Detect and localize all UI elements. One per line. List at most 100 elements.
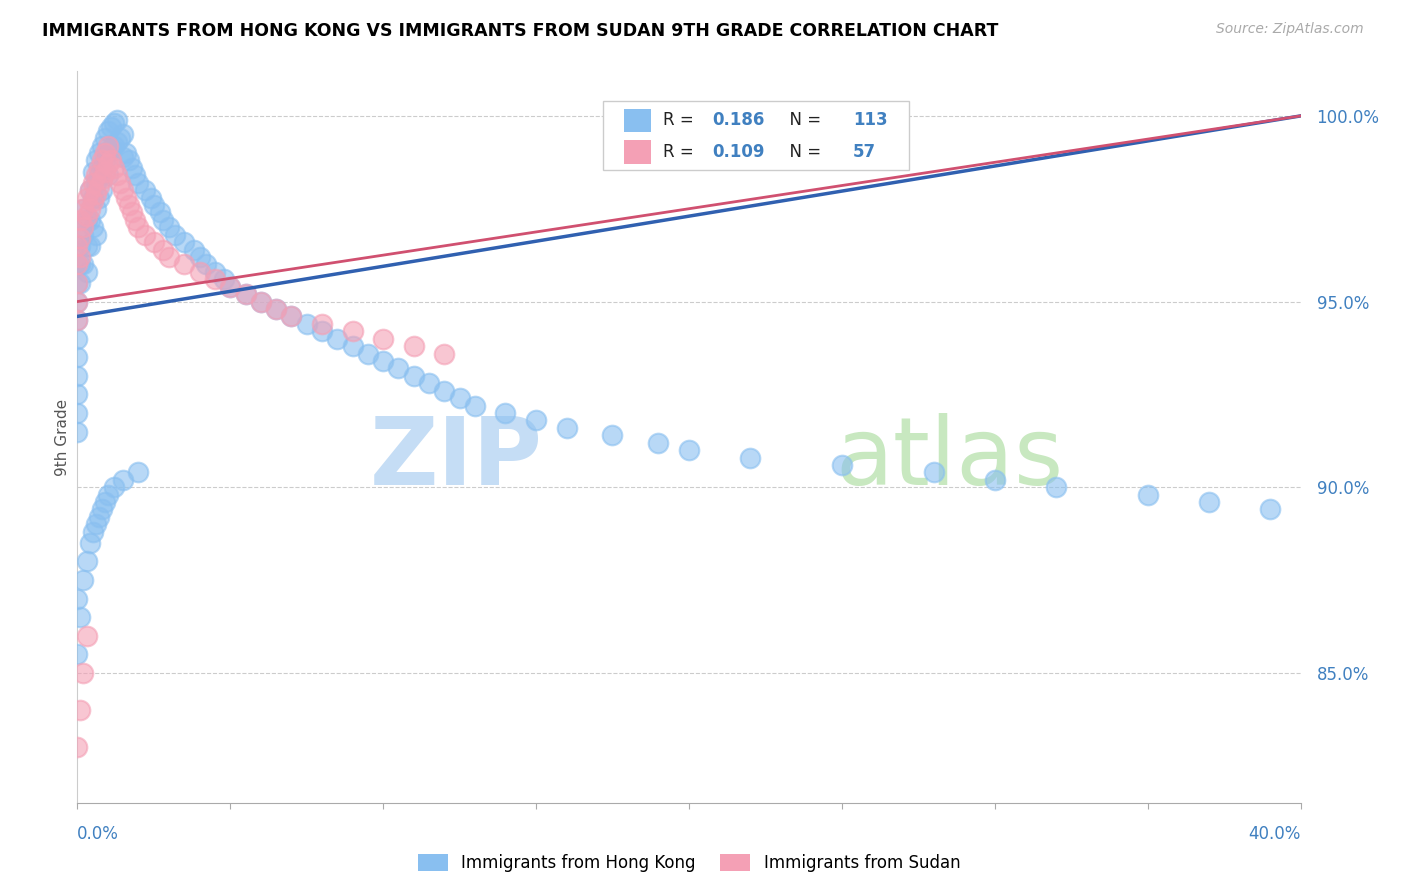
Point xyxy=(72,573,94,587)
Point xyxy=(100,120,122,134)
Y-axis label: 9th Grade: 9th Grade xyxy=(55,399,70,475)
Point xyxy=(280,310,302,324)
Point xyxy=(76,212,98,227)
Point xyxy=(433,346,456,360)
Point xyxy=(94,153,117,168)
Text: Source: ZipAtlas.com: Source: ZipAtlas.com xyxy=(1216,22,1364,37)
Point xyxy=(311,317,333,331)
Point xyxy=(105,135,128,149)
Point xyxy=(204,272,226,286)
Point xyxy=(495,406,517,420)
Point xyxy=(100,153,122,168)
Point xyxy=(342,339,364,353)
Point xyxy=(72,202,94,216)
Point xyxy=(97,488,120,502)
Point xyxy=(94,495,117,509)
Point xyxy=(66,276,89,290)
Point xyxy=(94,164,117,178)
Point xyxy=(212,272,235,286)
Point xyxy=(142,198,165,212)
Point xyxy=(295,317,318,331)
Point xyxy=(79,212,101,227)
Point xyxy=(84,169,107,183)
Point xyxy=(66,313,89,327)
Point xyxy=(134,227,156,242)
Point xyxy=(87,191,110,205)
Point xyxy=(311,324,333,338)
Point xyxy=(112,150,135,164)
Point xyxy=(371,332,394,346)
Point xyxy=(84,227,107,242)
Point xyxy=(219,279,242,293)
Point xyxy=(173,257,195,271)
Point xyxy=(831,458,853,472)
Point xyxy=(152,212,174,227)
Point xyxy=(66,425,89,439)
Legend: Immigrants from Hong Kong, Immigrants from Sudan: Immigrants from Hong Kong, Immigrants fr… xyxy=(411,847,967,879)
Point xyxy=(66,387,89,401)
Text: R =: R = xyxy=(664,112,699,129)
Point xyxy=(105,112,128,127)
FancyBboxPatch shape xyxy=(603,101,910,170)
Point xyxy=(82,164,104,178)
Point xyxy=(66,257,89,271)
Point xyxy=(115,146,138,161)
Point xyxy=(69,231,91,245)
Point xyxy=(66,276,89,290)
Bar xyxy=(624,109,651,132)
Point xyxy=(79,183,101,197)
Point xyxy=(602,428,624,442)
Point xyxy=(90,138,112,153)
Text: atlas: atlas xyxy=(835,413,1064,505)
Text: 40.0%: 40.0% xyxy=(1249,825,1301,843)
Point xyxy=(66,648,89,662)
Point xyxy=(524,413,547,427)
Point xyxy=(84,202,107,216)
Point xyxy=(1045,480,1067,494)
Point xyxy=(152,243,174,257)
Point xyxy=(108,176,131,190)
Point xyxy=(219,279,242,293)
Point xyxy=(84,517,107,532)
Text: 0.109: 0.109 xyxy=(713,143,765,161)
Point xyxy=(66,406,89,420)
Point xyxy=(357,346,380,360)
Point xyxy=(66,294,89,309)
Point xyxy=(105,169,128,183)
Point xyxy=(84,176,107,190)
Text: 113: 113 xyxy=(853,112,887,129)
Point xyxy=(740,450,762,465)
Point xyxy=(183,243,205,257)
Point xyxy=(433,384,456,398)
Point xyxy=(72,257,94,271)
Point xyxy=(69,250,91,264)
Point xyxy=(97,169,120,183)
Point xyxy=(84,153,107,168)
Point xyxy=(69,220,91,235)
Point xyxy=(79,239,101,253)
Point xyxy=(127,466,149,480)
Point xyxy=(90,153,112,168)
Point xyxy=(922,466,945,480)
Point xyxy=(115,191,138,205)
Point xyxy=(647,435,669,450)
Point xyxy=(66,332,89,346)
Point xyxy=(97,146,120,161)
Point xyxy=(72,227,94,242)
Point xyxy=(127,220,149,235)
Point xyxy=(82,220,104,235)
Point xyxy=(87,509,110,524)
Point xyxy=(342,324,364,338)
Point xyxy=(127,176,149,190)
Point xyxy=(66,294,89,309)
Point xyxy=(66,351,89,365)
Point xyxy=(121,205,143,219)
Point xyxy=(124,169,146,183)
Point xyxy=(82,194,104,209)
Point xyxy=(264,301,287,316)
Point xyxy=(134,183,156,197)
Point xyxy=(112,473,135,487)
Point xyxy=(418,376,440,391)
Point xyxy=(387,361,409,376)
Point xyxy=(188,250,211,264)
